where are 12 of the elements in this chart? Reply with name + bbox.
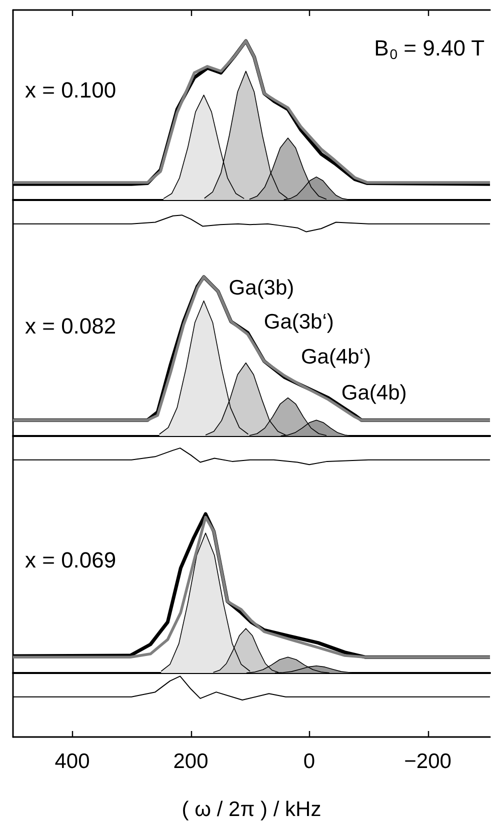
x-tick-label: 200 bbox=[173, 750, 208, 773]
series-label: Ga(4b) bbox=[341, 382, 407, 405]
x-tick-label: −200 bbox=[404, 750, 452, 773]
annotation: x = 0.069 bbox=[25, 548, 116, 572]
series-label: Ga(4b‘) bbox=[300, 345, 371, 368]
series-label: Ga(3b‘) bbox=[264, 310, 334, 334]
annotation: x = 0.082 bbox=[25, 314, 116, 338]
annotation: x = 0.100 bbox=[25, 78, 116, 102]
x-tick-label: 0 bbox=[303, 750, 316, 773]
x-tick-label: 400 bbox=[54, 750, 90, 773]
x-axis-title: ( ω / 2π ) / kHz bbox=[182, 798, 322, 821]
series-label: Ga(3b) bbox=[228, 276, 294, 300]
